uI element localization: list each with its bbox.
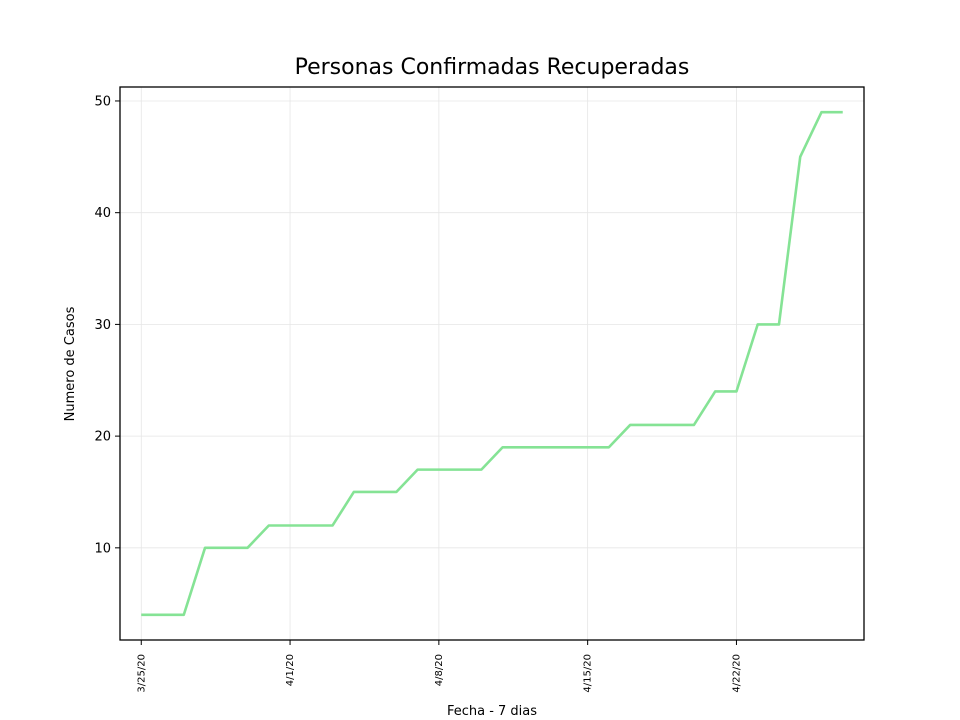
x-axis-label: Fecha - 7 dias [447, 704, 537, 719]
x-tick-label: 4/8/20 [434, 654, 445, 686]
x-tick-label: 4/15/20 [583, 654, 594, 693]
y-tick-label: 30 [94, 318, 111, 333]
chart-title: Personas Confirmadas Recuperadas [295, 55, 690, 80]
y-tick-label: 40 [94, 206, 111, 221]
series-layer [141, 110, 843, 617]
x-tick-label: 4/22/20 [731, 654, 742, 693]
y-tick-label: 50 [94, 94, 111, 109]
series-line [141, 110, 843, 617]
y-tick-label: 10 [94, 541, 111, 556]
x-tick-label: 4/1/20 [285, 654, 296, 686]
y-axis: 10 20 30 40 50 [94, 94, 120, 556]
y-tick-label: 20 [94, 430, 111, 445]
grid [120, 87, 864, 640]
x-axis: 3/25/20 4/1/20 4/8/20 4/15/20 4/22/20 [136, 640, 742, 693]
y-axis-label: Numero de Casos [63, 306, 78, 421]
plot-frame [119, 86, 865, 641]
x-tick-label: 3/25/20 [136, 654, 147, 693]
